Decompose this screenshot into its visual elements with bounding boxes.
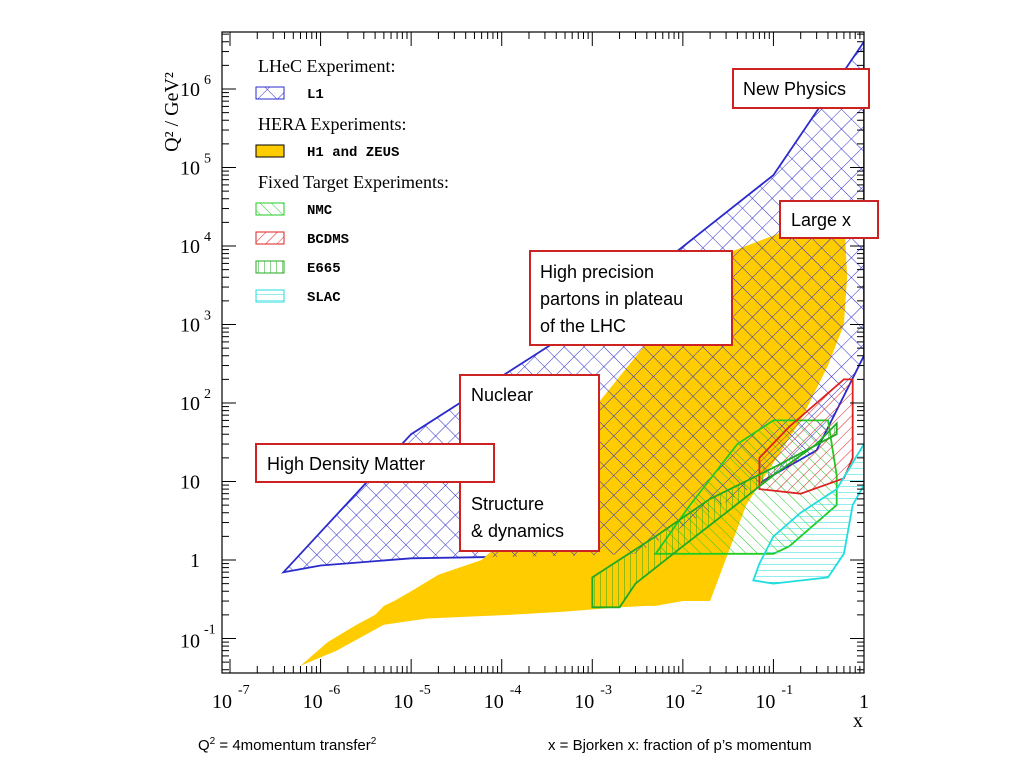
caption-bjorken-x: x = Bjorken x: fraction of p’s momentum xyxy=(548,737,812,754)
callout-text-line: partons in plateau xyxy=(540,289,683,309)
legend-swatch xyxy=(255,144,285,158)
svg-text:5: 5 xyxy=(204,152,211,167)
legend-entry-label: NMC xyxy=(307,203,333,219)
callout-text-line: of the LHC xyxy=(540,316,626,336)
callout-text-line: Nuclear xyxy=(471,385,533,405)
series-layer xyxy=(281,40,864,666)
series-area-slac xyxy=(752,442,864,585)
svg-text:-4: -4 xyxy=(510,683,522,698)
callout-text-line: High Density Matter xyxy=(267,454,425,474)
callout-box xyxy=(779,200,879,239)
svg-text:1: 1 xyxy=(859,691,869,713)
legend-entry-label: SLAC xyxy=(307,290,341,306)
callout-structure: Structure & dynamics xyxy=(471,494,564,541)
svg-text:10: 10 xyxy=(303,691,323,713)
callout-text-line: High precision xyxy=(540,262,654,282)
legend-swatch xyxy=(255,231,285,245)
series-area-e665 xyxy=(591,421,838,609)
y-tick-label: 1 xyxy=(190,550,200,572)
svg-text:-1: -1 xyxy=(781,683,793,698)
svg-text:-1: -1 xyxy=(204,623,216,638)
legend-swatch xyxy=(255,202,285,216)
callout-box xyxy=(255,443,495,483)
svg-text:3: 3 xyxy=(204,309,211,324)
svg-text:-7: -7 xyxy=(238,683,250,698)
svg-text:10: 10 xyxy=(180,158,200,180)
x-axis-title: x xyxy=(853,710,863,732)
svg-text:10: 10 xyxy=(393,691,413,713)
svg-text:10: 10 xyxy=(484,691,504,713)
svg-text:10: 10 xyxy=(755,691,775,713)
legend-swatch xyxy=(255,260,285,274)
legend-group-heading: HERA Experiments: xyxy=(258,114,406,134)
legend-entry-label: L1 xyxy=(307,87,324,103)
callout-large-x: Large x xyxy=(779,200,879,239)
y-tick-label: 10 5 xyxy=(180,152,211,180)
y-tick-label: 10 4 xyxy=(180,230,211,258)
callout-text-line: New Physics xyxy=(743,79,846,99)
legend-group-heading: Fixed Target Experiments: xyxy=(258,172,449,192)
callout-box xyxy=(732,68,870,109)
legend-entry-label: E665 xyxy=(307,261,341,277)
callouts: New Physics Large x High precision partons … xyxy=(255,68,879,552)
svg-text:10: 10 xyxy=(180,393,200,415)
legend: LHeC Experiment: L1 HERA Experiments: H1 an… xyxy=(255,56,449,306)
callout-high-precision: High precision partons in plateau of the L… xyxy=(529,250,733,346)
legend-swatch xyxy=(255,289,285,303)
y-axis-title: Q² / GeV² xyxy=(161,72,183,152)
x-tick-label: 10 -5 xyxy=(393,683,431,713)
svg-text:10: 10 xyxy=(665,691,685,713)
x-tick-label: 10 -7 xyxy=(212,683,250,713)
callout-box xyxy=(529,250,733,346)
svg-text:10: 10 xyxy=(180,315,200,337)
svg-text:4: 4 xyxy=(204,230,211,245)
svg-text:10: 10 xyxy=(180,472,200,494)
callout-text-line: Structure xyxy=(471,494,544,514)
x-tick-label: 10 -2 xyxy=(665,683,703,713)
svg-text:-2: -2 xyxy=(691,683,703,698)
svg-text:Q² / GeV²: Q² / GeV² xyxy=(161,72,183,152)
x-tick-label: 10 -1 xyxy=(755,683,793,713)
y-tick-label: 10 xyxy=(180,472,200,494)
svg-text:-6: -6 xyxy=(329,683,341,698)
callout-text-line: Large x xyxy=(791,210,851,230)
svg-text:10: 10 xyxy=(180,631,200,653)
x-tick-label: 1 xyxy=(859,691,869,713)
x-tick-label: 10 -4 xyxy=(484,683,522,713)
svg-text:10: 10 xyxy=(180,236,200,258)
caption-q2: Q2 = 4momentum transfer2 xyxy=(198,736,377,754)
svg-text:-5: -5 xyxy=(419,683,431,698)
callout-text-line: & dynamics xyxy=(471,521,564,541)
legend-entry-label: H1 and ZEUS xyxy=(307,145,399,161)
legend-entry-label: BCDMS xyxy=(307,232,349,248)
svg-text:2: 2 xyxy=(204,387,211,402)
callout-high-density: High Density Matter xyxy=(255,443,495,483)
callout-new-physics: New Physics xyxy=(732,68,870,109)
svg-text:10: 10 xyxy=(574,691,594,713)
legend-swatch xyxy=(255,86,285,100)
svg-text:1: 1 xyxy=(190,550,200,572)
plot-frame xyxy=(221,31,865,674)
y-tick-label: 10 6 xyxy=(180,73,211,101)
svg-text:-3: -3 xyxy=(600,683,612,698)
x-tick-label: 10 -6 xyxy=(303,683,341,713)
y-tick-label: 10 3 xyxy=(180,309,211,337)
svg-text:10: 10 xyxy=(180,79,200,101)
axis-ticks xyxy=(222,32,865,673)
y-tick-label: 10 2 xyxy=(180,387,211,415)
y-axis-title-text: Q² / GeV² xyxy=(161,72,183,152)
y-tick-label: 10 -1 xyxy=(180,623,216,653)
x-tick-label: 10 -3 xyxy=(574,683,612,713)
svg-text:10: 10 xyxy=(212,691,232,713)
legend-group-heading: LHeC Experiment: xyxy=(258,56,395,76)
svg-text:6: 6 xyxy=(204,73,211,88)
